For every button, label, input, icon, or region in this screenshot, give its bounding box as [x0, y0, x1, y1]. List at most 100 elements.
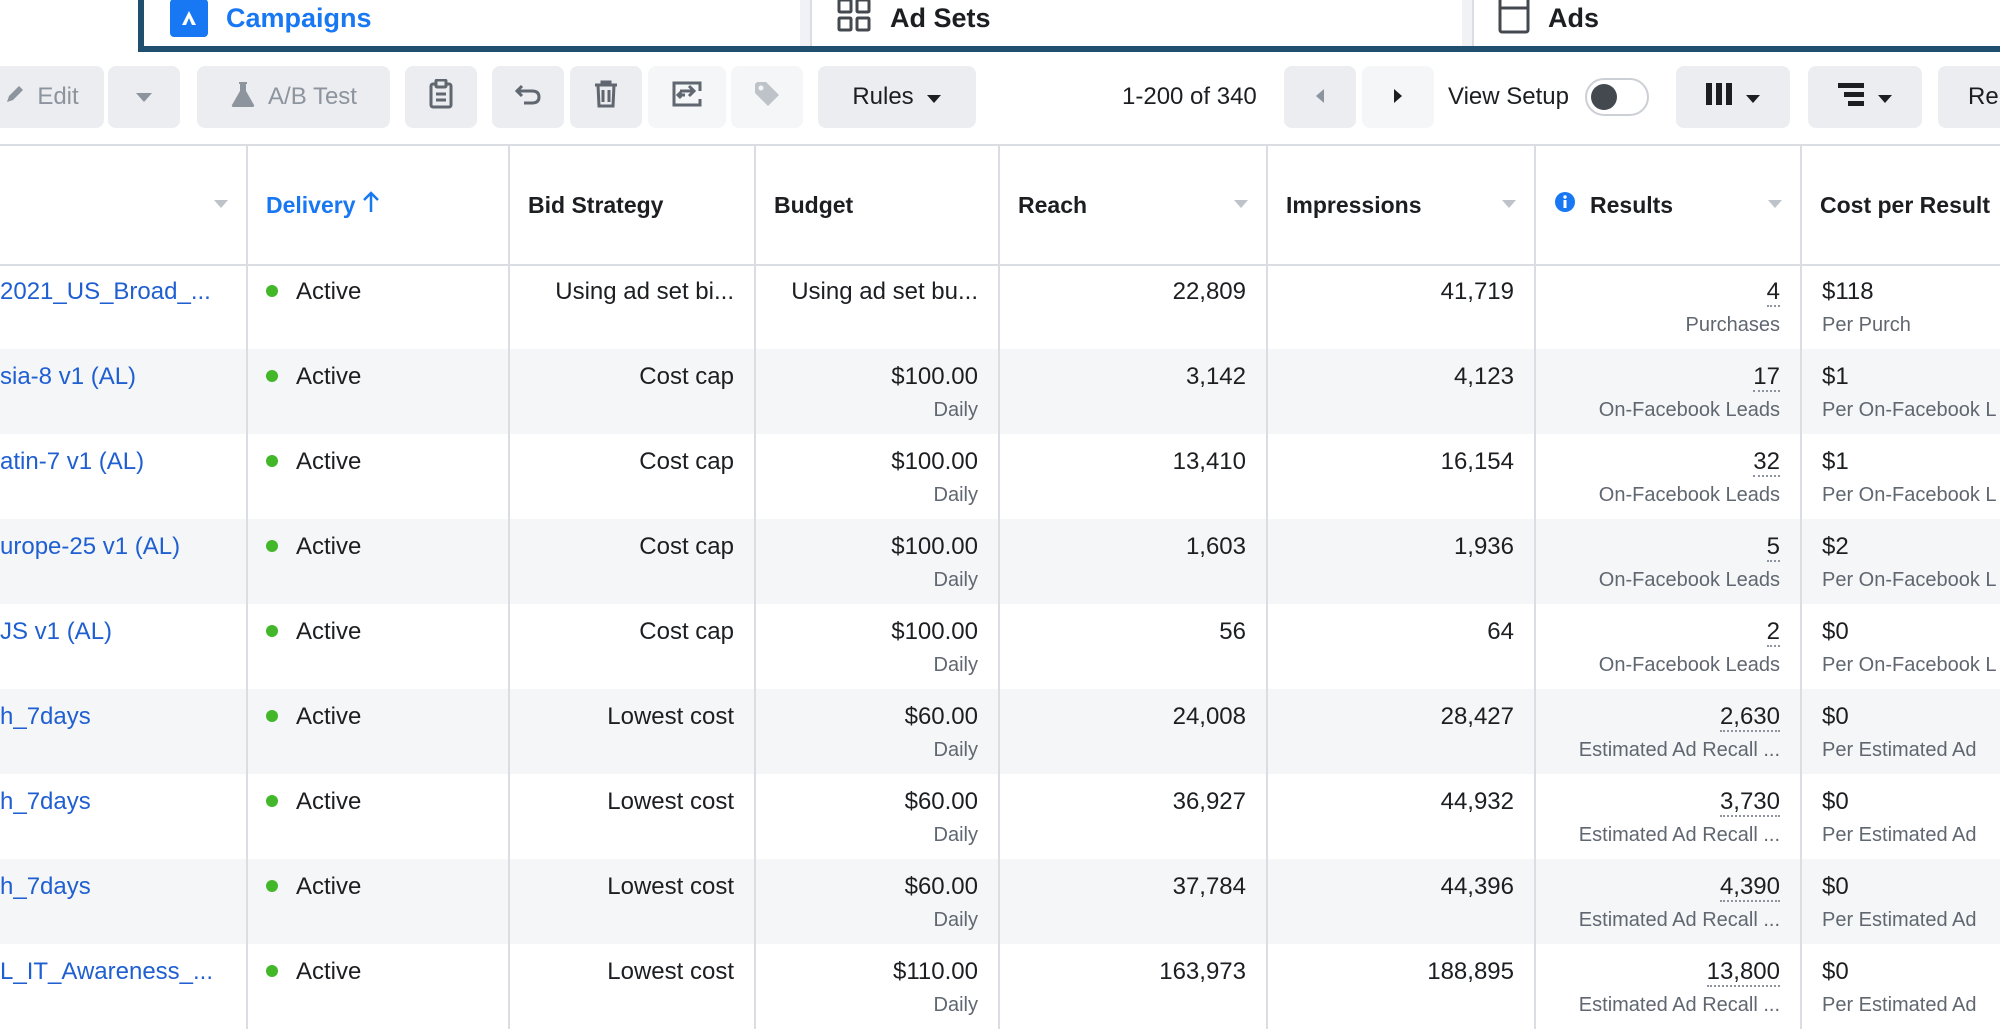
- edit-label: Edit: [37, 83, 79, 110]
- campaign-name-link[interactable]: h_7days: [0, 788, 91, 815]
- cost-per-result-value: $0: [1822, 703, 1849, 730]
- column-header-cost-per-result[interactable]: Cost per Result: [1800, 146, 2000, 264]
- column-header-delivery[interactable]: Delivery: [246, 146, 508, 264]
- bid-value: Lowest cost: [607, 788, 734, 815]
- undo-button[interactable]: [492, 66, 564, 128]
- table-row[interactable]: 2021_US_Broad_... Active Using ad set bi..…: [0, 264, 2000, 349]
- edit-dropdown-button[interactable]: [108, 66, 180, 128]
- results-value: 32: [1753, 448, 1780, 477]
- results-subtext: Estimated Ad Recall ...: [1578, 739, 1780, 761]
- table-header: Delivery Bid Strategy Budget Reach Impre…: [0, 146, 2000, 266]
- column-header-budget[interactable]: Budget: [754, 146, 998, 264]
- campaign-name-link[interactable]: urope-25 v1 (AL): [0, 533, 181, 560]
- results-number[interactable]: 2,630: [1719, 703, 1780, 732]
- campaign-name: 2021_US_Broad_...: [0, 278, 211, 306]
- campaign-name: atin-7 v1 (AL): [0, 448, 144, 476]
- column-header-reach[interactable]: Reach: [998, 146, 1266, 264]
- campaign-name-link[interactable]: JS v1 (AL): [0, 618, 113, 645]
- impressions-value: 1,936: [1453, 533, 1514, 560]
- budget-subtext: Daily: [933, 484, 978, 506]
- ab-test-button[interactable]: A/B Test: [197, 66, 390, 128]
- tag-icon: [753, 80, 781, 115]
- reach-value: 3,142: [1185, 363, 1246, 390]
- table-row[interactable]: h_7days Active Lowest cost $60.00 Daily 24,00…: [0, 689, 2000, 774]
- results-number[interactable]: 4,390: [1719, 873, 1780, 902]
- table-row[interactable]: JS v1 (AL) Active Cost cap $100.00 Daily 56 64…: [0, 604, 2000, 689]
- campaign-name-link[interactable]: atin-7 v1 (AL): [0, 448, 145, 475]
- table-row[interactable]: L_IT_Awareness_... Active Lowest cost $110.…: [0, 944, 2000, 1029]
- campaign-name-link[interactable]: h_7days: [0, 703, 91, 730]
- reports-button[interactable]: Rep: [1938, 66, 2000, 128]
- bid-value: Cost cap: [639, 363, 734, 390]
- bid-value: Using ad set bi...: [555, 278, 734, 305]
- results-number[interactable]: 13,800: [1706, 958, 1780, 987]
- budget-subtext: Daily: [933, 994, 978, 1016]
- cell-budget: $100.00 Daily: [754, 604, 998, 689]
- budget-value: $60.00: [904, 873, 978, 900]
- tab-ad-sets[interactable]: Ad Sets: [810, 0, 1486, 46]
- export-button[interactable]: [648, 66, 726, 128]
- impressions-value: 41,719: [1440, 278, 1514, 305]
- edit-button[interactable]: Edit: [0, 66, 104, 128]
- column-header-name[interactable]: [0, 146, 246, 264]
- campaign-name: sia-8 v1 (AL): [0, 363, 136, 391]
- rules-dropdown[interactable]: Rules: [818, 66, 976, 128]
- reach-value: 1,603: [1185, 533, 1246, 560]
- column-header-cost-per-result-label: Cost per Result: [1820, 191, 1990, 218]
- next-page-button[interactable]: [1362, 66, 1434, 128]
- cell-results: 4,390 Estimated Ad Recall ...: [1534, 859, 1800, 944]
- duplicate-button[interactable]: [405, 66, 477, 128]
- results-number[interactable]: 3,730: [1719, 788, 1780, 817]
- delivery-status: Active: [296, 703, 362, 730]
- columns-dropdown[interactable]: [1676, 66, 1790, 128]
- table-row[interactable]: h_7days Active Lowest cost $60.00 Daily 37,78…: [0, 859, 2000, 944]
- cost-per-result-value: $1: [1822, 448, 1849, 475]
- table-row[interactable]: atin-7 v1 (AL) Active Cost cap $100.00 Daily…: [0, 434, 2000, 519]
- campaign-name-link[interactable]: 2021_US_Broad_...: [0, 278, 211, 305]
- cell-name: h_7days: [0, 859, 246, 944]
- cell-impressions: 28,427: [1266, 689, 1534, 774]
- reach-value: 13,410: [1172, 448, 1246, 475]
- cell-budget: $60.00 Daily: [754, 689, 998, 774]
- campaign-name-link[interactable]: sia-8 v1 (AL): [0, 363, 137, 390]
- campaign-name-link[interactable]: h_7days: [0, 873, 91, 900]
- ads-icon: [1498, 0, 1530, 41]
- cell-bid: Cost cap: [508, 349, 754, 434]
- tab-campaigns[interactable]: Campaigns: [170, 0, 800, 46]
- breakdown-dropdown[interactable]: [1808, 66, 1922, 128]
- campaign-name-link[interactable]: L_IT_Awareness_...: [0, 958, 214, 985]
- cost-per-result-value: $0: [1822, 788, 1849, 815]
- cell-delivery: Active: [246, 859, 508, 944]
- delete-button[interactable]: [570, 66, 642, 128]
- info-icon[interactable]: [1554, 191, 1576, 219]
- table-row[interactable]: urope-25 v1 (AL) Active Cost cap $100.00 Dai…: [0, 519, 2000, 604]
- results-value: 4,390: [1719, 873, 1780, 902]
- table-row[interactable]: h_7days Active Lowest cost $60.00 Daily 36,92…: [0, 774, 2000, 859]
- bid-value: Lowest cost: [607, 873, 734, 900]
- cell-bid: Cost cap: [508, 434, 754, 519]
- cpr-subtext: Per Estimated Ad: [1822, 909, 1977, 931]
- budget-subtext: Daily: [933, 399, 978, 421]
- cell-name: 2021_US_Broad_...: [0, 264, 246, 349]
- column-header-impressions[interactable]: Impressions: [1266, 146, 1534, 264]
- view-setup-toggle[interactable]: [1584, 78, 1649, 116]
- results-number[interactable]: 2: [1766, 618, 1780, 647]
- bid-value: Cost cap: [639, 448, 734, 475]
- results-number[interactable]: 5: [1766, 533, 1780, 562]
- cell-results: 5 On-Facebook Leads: [1534, 519, 1800, 604]
- reach-value: 36,927: [1172, 788, 1246, 815]
- chevron-down-icon: [1877, 83, 1893, 111]
- cell-reach: 36,927: [998, 774, 1266, 859]
- tag-button[interactable]: [731, 66, 803, 128]
- cell-name: L_IT_Awareness_...: [0, 944, 246, 1029]
- column-header-results[interactable]: Results: [1534, 146, 1800, 264]
- results-number[interactable]: 4: [1766, 278, 1780, 307]
- results-number[interactable]: 32: [1753, 448, 1780, 477]
- table-row[interactable]: sia-8 v1 (AL) Active Cost cap $100.00 Daily 3…: [0, 349, 2000, 434]
- previous-page-button[interactable]: [1284, 66, 1356, 128]
- column-header-bid-strategy[interactable]: Bid Strategy: [508, 146, 754, 264]
- cell-bid: Cost cap: [508, 604, 754, 689]
- delivery-cell-content: Active: [266, 703, 361, 731]
- results-number[interactable]: 17: [1753, 363, 1780, 392]
- tab-ads[interactable]: Ads: [1472, 0, 2000, 46]
